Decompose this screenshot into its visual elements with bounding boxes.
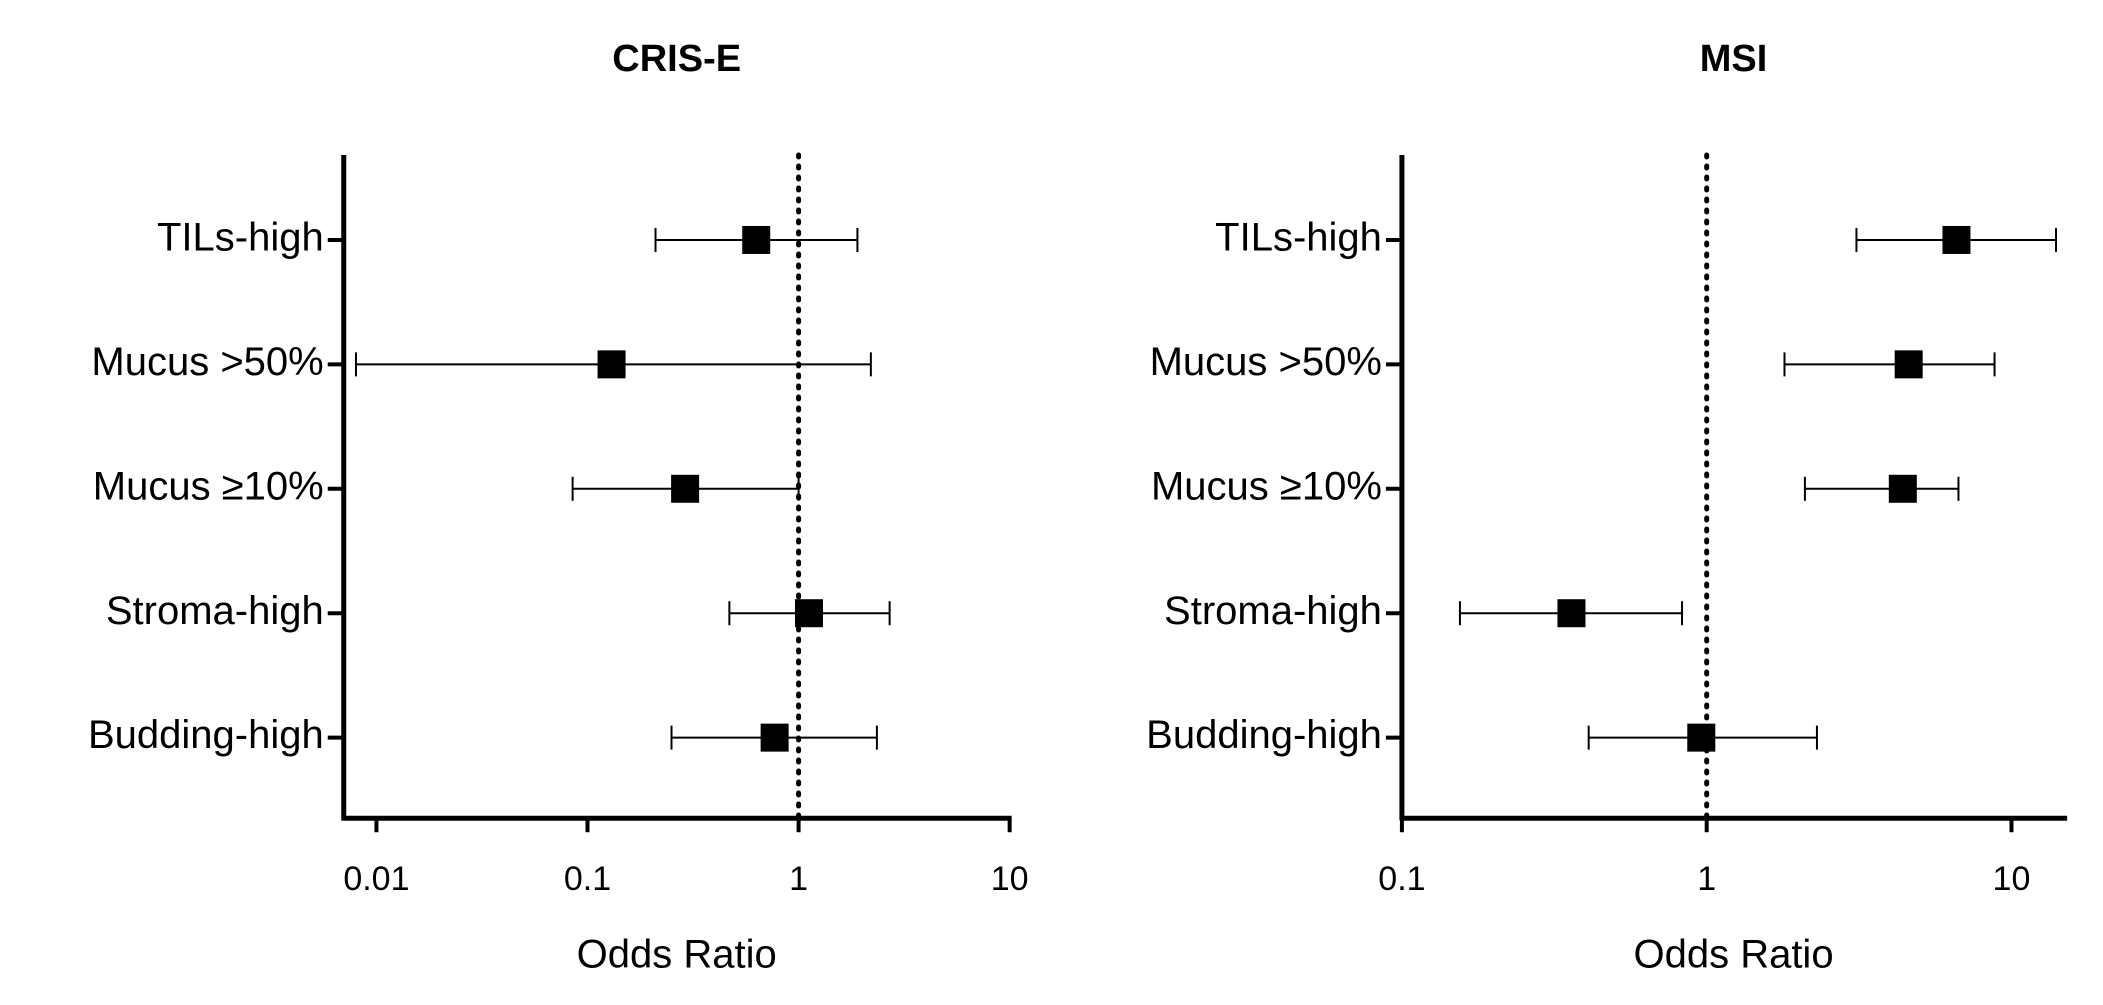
y-tick-label: Mucus ≥10% — [1151, 464, 1382, 508]
point — [671, 474, 700, 503]
y-tick-label: TILs-high — [1215, 216, 1382, 260]
point — [1557, 599, 1586, 628]
point — [1687, 723, 1716, 752]
point — [1894, 350, 1923, 379]
y-tick-label: TILs-high — [157, 216, 324, 260]
point — [742, 225, 771, 254]
point — [1942, 225, 1971, 254]
x-tick-label: 10 — [1993, 860, 2031, 898]
x-tick-label: 0.1 — [564, 860, 611, 898]
y-tick-label: Stroma-high — [106, 589, 324, 633]
x-tick-label: 1 — [1697, 860, 1716, 898]
y-tick-label: Budding-high — [1146, 713, 1382, 757]
y-tick-label: Mucus >50% — [1150, 340, 1382, 384]
point — [794, 599, 823, 628]
y-tick-label: Stroma-high — [1164, 589, 1382, 633]
chart-title: MSI — [1700, 38, 1768, 80]
point — [597, 350, 626, 379]
y-tick-label: Mucus ≥10% — [93, 464, 324, 508]
y-tick-label: Budding-high — [88, 713, 324, 757]
point — [1888, 474, 1917, 503]
x-axis-label: Odds Ratio — [1633, 933, 1833, 977]
x-tick-label: 0.01 — [343, 860, 409, 898]
x-tick-label: 1 — [789, 860, 808, 898]
x-axis-label: Odds Ratio — [577, 933, 777, 977]
point — [760, 723, 789, 752]
x-tick-label: 0.1 — [1378, 860, 1425, 898]
chart-title: CRIS-E — [612, 38, 741, 80]
y-tick-label: Mucus >50% — [91, 340, 323, 384]
x-tick-label: 10 — [991, 860, 1029, 898]
